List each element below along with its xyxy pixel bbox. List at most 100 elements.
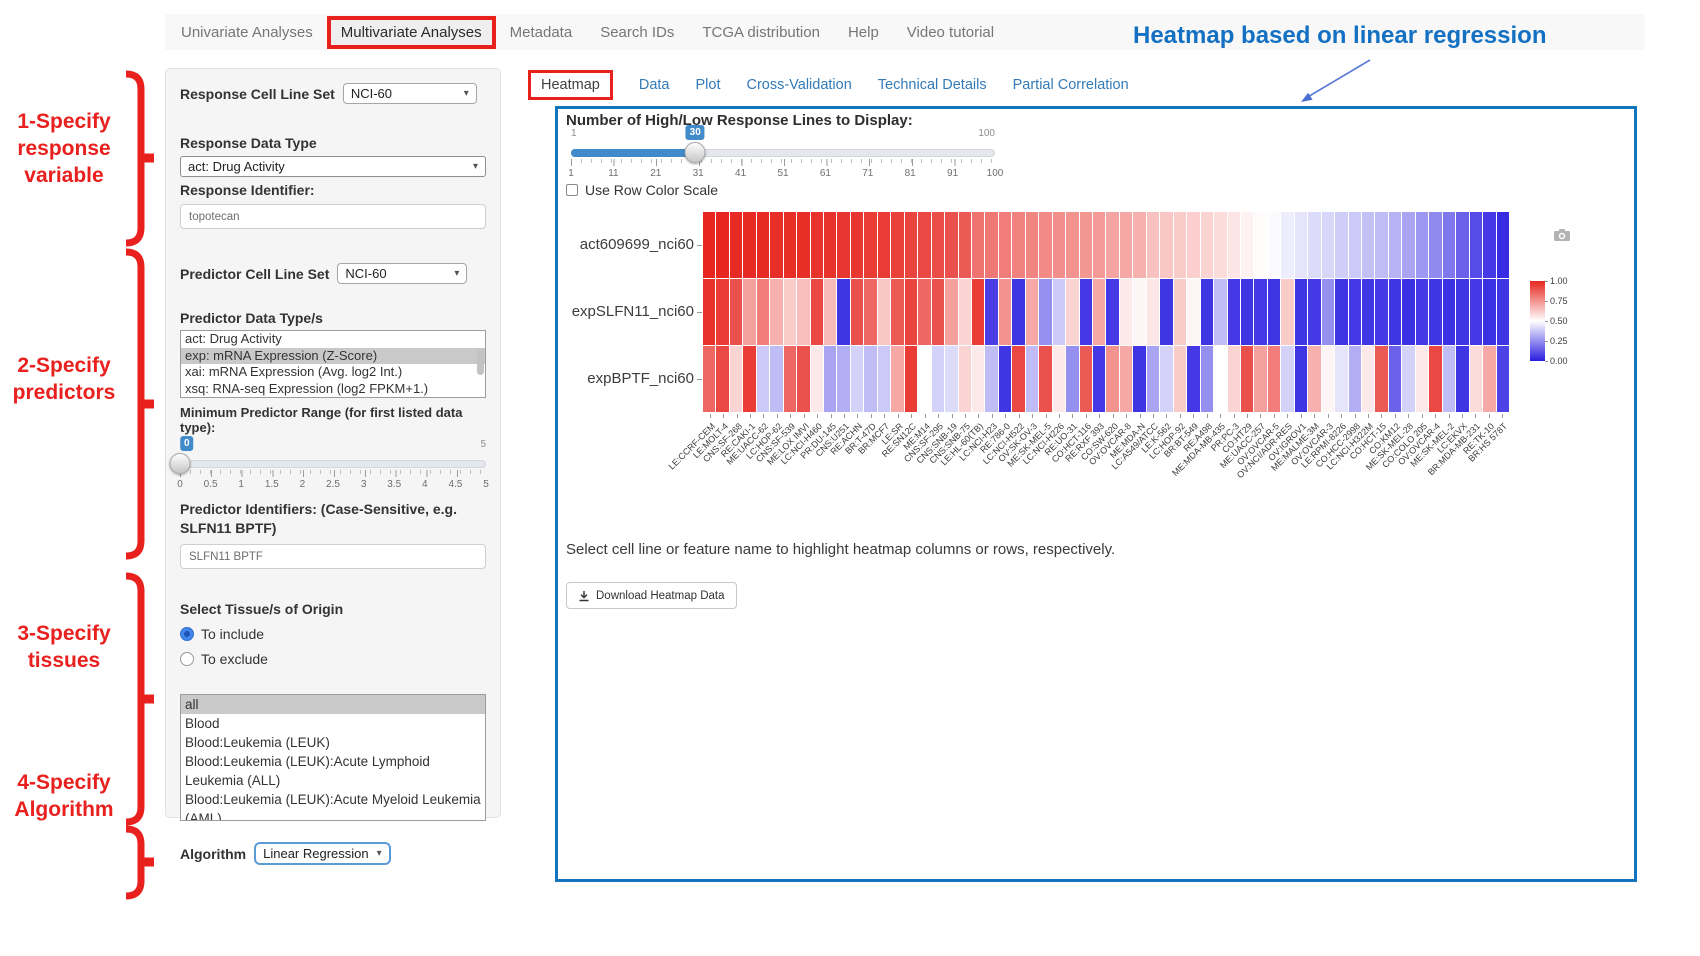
heatmap-cell[interactable] xyxy=(877,279,891,345)
tab-cross-validation[interactable]: Cross-Validation xyxy=(746,77,852,93)
heatmap-cell[interactable] xyxy=(1483,212,1496,278)
heatmap-cell[interactable] xyxy=(931,346,945,412)
tab-plot[interactable]: Plot xyxy=(695,77,721,93)
heatmap-cell[interactable] xyxy=(1335,346,1348,412)
heatmap-cell[interactable] xyxy=(1469,279,1483,345)
min-predictor-range-slider[interactable]: 0500.511.522.533.544.550 xyxy=(169,436,489,494)
heatmap-cell[interactable] xyxy=(1496,212,1509,278)
heatmap-cell[interactable] xyxy=(850,346,864,412)
download-heatmap-button[interactable]: Download Heatmap Data xyxy=(566,582,737,609)
heatmap-row-label[interactable]: expBPTF_nci60 xyxy=(587,369,694,387)
heatmap-cell[interactable] xyxy=(1348,212,1362,278)
heatmap-row-label[interactable]: expSLFN11_nci60 xyxy=(571,303,694,320)
heatmap-cell[interactable] xyxy=(824,346,837,412)
heatmap-cell[interactable] xyxy=(1052,212,1066,278)
heatmap-cell[interactable] xyxy=(1442,212,1456,278)
heatmap-cell[interactable] xyxy=(756,279,770,345)
heatmap-cell[interactable] xyxy=(703,346,716,412)
heatmap-cell[interactable] xyxy=(1214,212,1227,278)
heatmap-cell[interactable] xyxy=(1066,212,1079,278)
nav-item-tcga-distribution[interactable]: TCGA distribution xyxy=(702,23,820,41)
heatmap-cell[interactable] xyxy=(891,279,904,345)
heatmap-cell[interactable] xyxy=(985,212,998,278)
heatmap-cell[interactable] xyxy=(958,212,971,278)
slider-track[interactable] xyxy=(180,460,486,468)
heatmap-cell[interactable] xyxy=(1200,212,1214,278)
heatmap-cell[interactable] xyxy=(1146,346,1160,412)
heatmap-cell[interactable] xyxy=(891,212,904,278)
heatmap-cell[interactable] xyxy=(1066,346,1079,412)
tab-technical-details[interactable]: Technical Details xyxy=(877,77,987,93)
heatmap-cell[interactable] xyxy=(743,346,756,412)
heatmap-cell[interactable] xyxy=(1079,346,1093,412)
heatmap-cell[interactable] xyxy=(971,279,985,345)
heatmap-cell[interactable] xyxy=(1496,346,1509,412)
tissue-option[interactable]: Blood:Leukemia (LEUK):Acute Myeloid Leuk… xyxy=(185,792,481,821)
heatmap-cell[interactable] xyxy=(824,279,837,345)
heatmap-cell[interactable] xyxy=(1402,279,1415,345)
heatmap-cell[interactable] xyxy=(1254,212,1267,278)
response-identifier-input[interactable]: topotecan xyxy=(180,204,486,229)
heatmap-cell[interactable] xyxy=(998,279,1012,345)
heatmap-cell[interactable] xyxy=(1442,279,1456,345)
heatmap-row-label[interactable]: act609699_nci60 xyxy=(579,236,694,254)
heatmap-cell[interactable] xyxy=(1267,279,1281,345)
heatmap-cell[interactable] xyxy=(1254,346,1267,412)
response-lines-slider[interactable]: 1 100 1 11 21 31 41 51 61 71 81 91 100 30 xyxy=(568,125,1004,179)
heatmap-cell[interactable] xyxy=(797,279,810,345)
heatmap-cell[interactable] xyxy=(850,279,864,345)
camera-icon[interactable] xyxy=(1553,228,1571,242)
tab-heatmap[interactable]: Heatmap xyxy=(528,70,613,100)
heatmap-cell[interactable] xyxy=(783,279,797,345)
heatmap-cell[interactable] xyxy=(1415,279,1429,345)
heatmap-cell[interactable] xyxy=(1469,346,1483,412)
heatmap-cell[interactable] xyxy=(837,212,850,278)
heatmap-cell[interactable] xyxy=(1415,212,1429,278)
heatmap-cell[interactable] xyxy=(1227,212,1240,278)
tissue-option[interactable]: all xyxy=(181,695,485,714)
heatmap-cell[interactable] xyxy=(1106,279,1119,345)
heatmap-cell[interactable] xyxy=(958,279,971,345)
heatmap-cell[interactable] xyxy=(729,346,743,412)
heatmap-cell[interactable] xyxy=(985,346,998,412)
heatmap-cell[interactable] xyxy=(904,279,918,345)
heatmap-cell[interactable] xyxy=(797,346,810,412)
heatmap-cell[interactable] xyxy=(1133,279,1146,345)
heatmap-cell[interactable] xyxy=(1227,346,1240,412)
heatmap-cell[interactable] xyxy=(770,212,783,278)
heatmap-cell[interactable] xyxy=(1240,346,1254,412)
heatmap-cell[interactable] xyxy=(770,279,783,345)
heatmap-cell[interactable] xyxy=(1308,212,1321,278)
heatmap-cell[interactable] xyxy=(1442,346,1456,412)
heatmap-cell[interactable] xyxy=(945,279,958,345)
heatmap-cell[interactable] xyxy=(1173,346,1187,412)
heatmap-cell[interactable] xyxy=(1308,279,1321,345)
heatmap-cell[interactable] xyxy=(1456,279,1469,345)
heatmap-cell[interactable] xyxy=(1106,212,1119,278)
heatmap-cell[interactable] xyxy=(1160,279,1173,345)
heatmap-cell[interactable] xyxy=(1173,212,1187,278)
heatmap-cell[interactable] xyxy=(918,212,931,278)
heatmap-cell[interactable] xyxy=(1119,346,1133,412)
heatmap-cell[interactable] xyxy=(1281,279,1294,345)
heatmap-cell[interactable] xyxy=(783,212,797,278)
heatmap-cell[interactable] xyxy=(729,212,743,278)
heatmap-cell[interactable] xyxy=(1200,279,1214,345)
predictor-identifiers-input[interactable]: SLFN11 BPTF xyxy=(180,544,486,569)
heatmap-cell[interactable] xyxy=(1146,212,1160,278)
predictor-type-option[interactable]: act: Drug Activity xyxy=(185,331,282,346)
heatmap-cell[interactable] xyxy=(1496,279,1509,345)
heatmap-cell[interactable] xyxy=(1388,212,1402,278)
heatmap-cell[interactable] xyxy=(716,279,729,345)
heatmap-cell[interactable] xyxy=(945,212,958,278)
heatmap-cell[interactable] xyxy=(1146,279,1160,345)
tissue-option[interactable]: Blood:Leukemia (LEUK):Acute Lymphoid Leu… xyxy=(185,754,430,788)
nav-item-metadata[interactable]: Metadata xyxy=(509,23,573,41)
heatmap-cell[interactable] xyxy=(1025,212,1039,278)
heatmap-cell[interactable] xyxy=(1294,279,1308,345)
heatmap-cell[interactable] xyxy=(1079,212,1093,278)
heatmap-cell[interactable] xyxy=(1066,279,1079,345)
heatmap-cell[interactable] xyxy=(810,279,824,345)
heatmap-cell[interactable] xyxy=(1348,279,1362,345)
heatmap-cell[interactable] xyxy=(1106,346,1119,412)
